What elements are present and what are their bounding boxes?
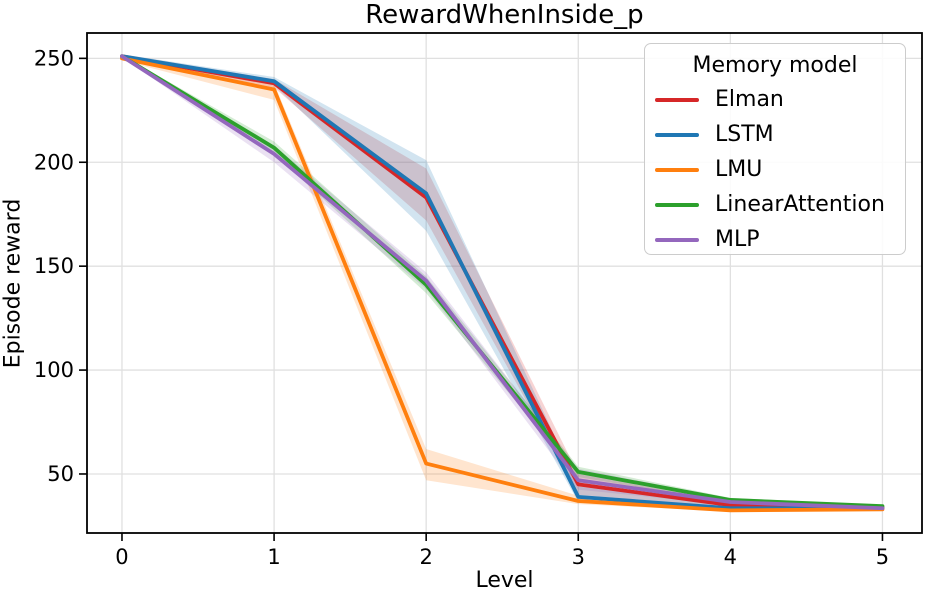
series-line-lmu xyxy=(120,56,885,513)
legend-swatch-lstm xyxy=(655,132,699,137)
y-tick-label: 100 xyxy=(34,358,74,382)
legend-item-linearattention: LinearAttention xyxy=(645,187,905,222)
legend-label: LMU xyxy=(715,157,763,182)
chart-title: RewardWhenInside_p xyxy=(365,0,644,30)
legend-swatch-mlp xyxy=(655,237,699,242)
legend-swatch-lmu xyxy=(655,167,699,172)
legend: Memory model Elman LSTM LMU LinearAttention… xyxy=(644,43,906,255)
legend-item-elman: Elman xyxy=(645,82,905,117)
legend-label: MLP xyxy=(715,227,760,252)
series-line-lstm xyxy=(120,54,885,511)
y-axis-label: Episode reward xyxy=(0,198,26,369)
x-tick-label: 4 xyxy=(724,545,737,569)
legend-label: LSTM xyxy=(715,122,774,147)
legend-swatch-elman xyxy=(655,97,699,102)
x-tick-label: 5 xyxy=(876,545,889,569)
y-tick-label: 150 xyxy=(34,254,74,278)
series-line-mlp xyxy=(120,54,885,511)
legend-label: LinearAttention xyxy=(715,192,885,217)
x-tick-label: 2 xyxy=(419,545,432,569)
legend-swatch-linearattention xyxy=(655,202,699,207)
legend-title: Memory model xyxy=(692,53,858,78)
legend-items: Elman LSTM LMU LinearAttention MLP xyxy=(645,82,905,257)
y-tick-label: 250 xyxy=(34,46,74,70)
x-tick-label: 1 xyxy=(267,545,280,569)
legend-item-lstm: LSTM xyxy=(645,117,905,152)
legend-item-lmu: LMU xyxy=(645,152,905,187)
x-axis-label: Level xyxy=(475,568,534,593)
y-tick-label: 200 xyxy=(34,150,74,174)
axes-spines xyxy=(86,32,923,534)
x-tick-label: 3 xyxy=(572,545,585,569)
y-tick-label: 50 xyxy=(47,462,74,486)
legend-item-mlp: MLP xyxy=(645,222,905,257)
x-tick-label: 0 xyxy=(115,545,128,569)
legend-label: Elman xyxy=(715,87,784,112)
